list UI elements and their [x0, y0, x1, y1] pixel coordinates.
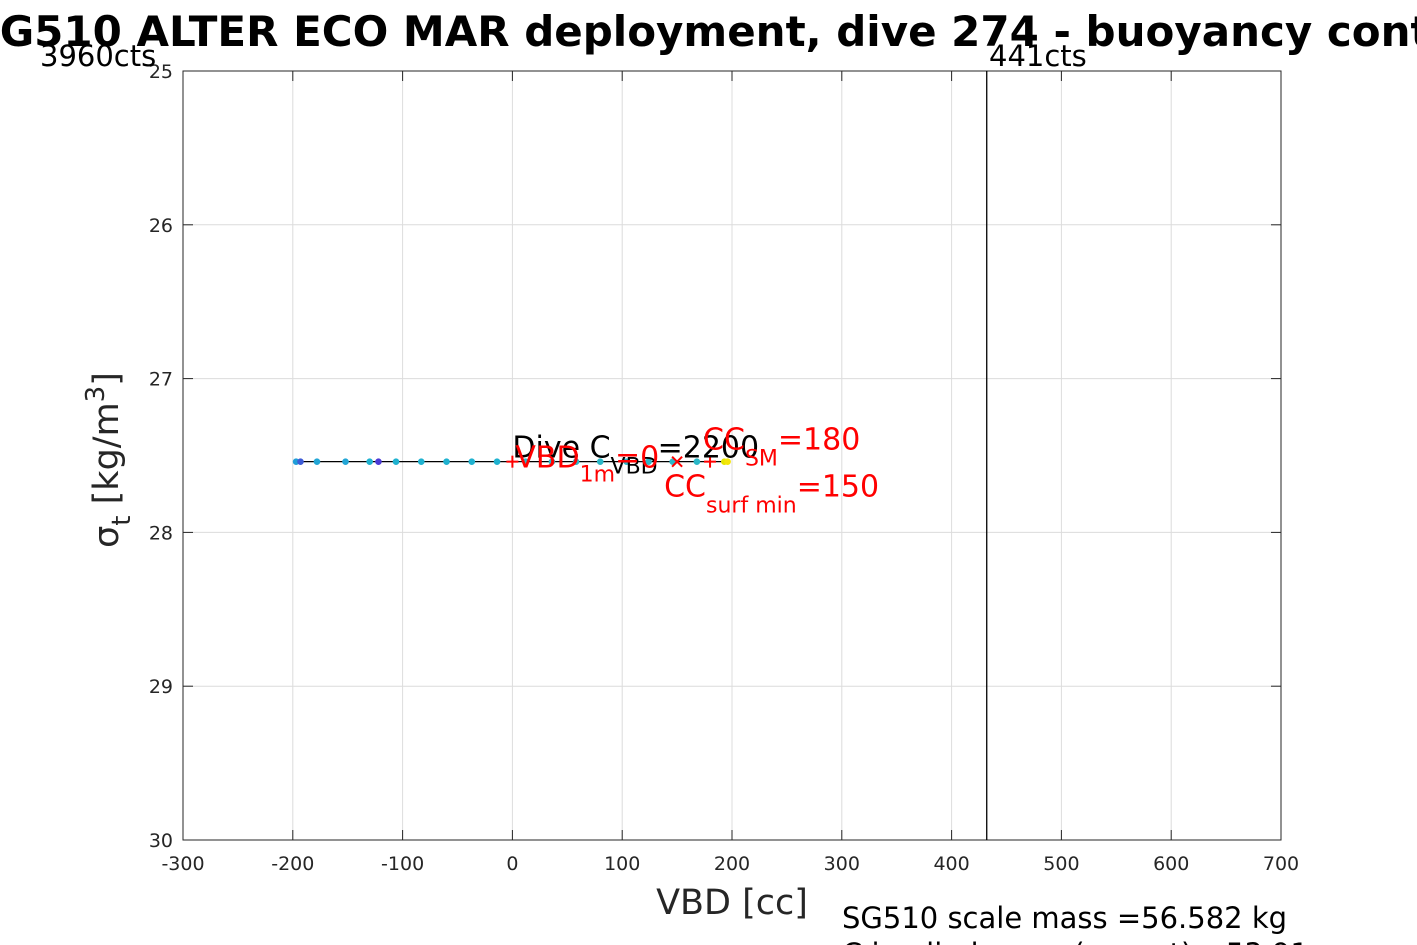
y-tick-label: 29	[149, 676, 173, 698]
y-axis-label-subscript: t	[107, 515, 137, 525]
data-point	[623, 458, 630, 465]
y-axis-ticks: 25 26 27 28 29 30	[149, 61, 1281, 852]
data-point	[392, 458, 400, 465]
data-point	[693, 458, 701, 465]
y-tick-label: 25	[149, 61, 173, 83]
vbd-1m-annotation-value: =0	[615, 441, 659, 476]
data-point	[443, 458, 450, 465]
dive-c-vbd-annotation-main: Dive C	[512, 431, 610, 466]
data-point	[596, 458, 604, 465]
dive-c-vbd-annotation: Dive CVBD=2200	[512, 431, 759, 480]
y-axis-label-unit: [kg/m	[87, 402, 127, 515]
cc-sm-annotation-subscript: SM	[745, 447, 778, 472]
x-axis-label: VBD [cc]	[656, 883, 808, 923]
data-point	[493, 458, 501, 465]
x-tick-label: -200	[271, 853, 314, 875]
data-point	[342, 458, 349, 465]
x-tick-label: 200	[714, 853, 750, 875]
data-point	[548, 458, 556, 465]
y-axis-label-close: ]	[87, 372, 127, 386]
x-tick-label: 700	[1263, 853, 1299, 875]
y-tick-label: 26	[149, 215, 173, 237]
data-point	[468, 458, 476, 465]
y-tick-label: 28	[149, 522, 173, 544]
x-tick-label: 500	[1043, 853, 1079, 875]
y-tick-label: 27	[149, 369, 173, 391]
plot-area: -300 -200 -100 0 100 200 300 400 500 600 700 25262…	[149, 61, 1299, 875]
cc-surf-min-annotation: CCsurf min=150	[664, 470, 879, 519]
footer-scale-mass: SG510 scale mass =56.582 kg	[842, 901, 1287, 935]
cross-marker	[671, 455, 683, 468]
data-point	[645, 458, 652, 465]
y-axis-label-superscript: 3	[81, 386, 111, 403]
reference-markers	[506, 455, 717, 468]
top-left-count-label: 3960cts	[40, 39, 156, 73]
data-point	[417, 458, 425, 465]
x-tick-label: -100	[381, 853, 424, 875]
footer-implied-mass: C implied mass (ascent) =53.91	[842, 937, 1309, 945]
cc-surf-min-annotation-subscript: surf min	[706, 494, 797, 519]
x-tick-label: 100	[604, 853, 640, 875]
data-point	[297, 458, 304, 465]
data-point	[572, 458, 580, 465]
y-tick-label: 30	[149, 830, 173, 852]
plus-marker	[506, 455, 519, 468]
data-point	[724, 458, 731, 465]
x-tick-label: 0	[506, 853, 518, 875]
cc-sm-annotation: CCSM=180	[703, 423, 860, 472]
x-tick-label: 600	[1153, 853, 1189, 875]
vbd-1m-annotation: VBD1m=0	[515, 441, 659, 488]
data-point	[313, 458, 321, 465]
marker-stroke	[671, 455, 683, 468]
vbd-1m-annotation-main: VBD	[515, 441, 579, 476]
x-axis-ticks: -300 -200 -100 0 100 200 300 400 500 600 700	[161, 71, 1299, 875]
y-axis-label: σt [kg/m3]	[81, 372, 137, 548]
dive-c-vbd-annotation-value: =2200	[658, 431, 759, 466]
y-axis-label-symbol: σ	[87, 526, 127, 548]
x-tick-label: 300	[824, 853, 860, 875]
x-tick-label: 400	[933, 853, 969, 875]
cc-sm-annotation-value: =180	[778, 423, 860, 458]
plus-marker	[704, 455, 717, 468]
dive-c-vbd-annotation-subscript: VBD	[611, 455, 658, 480]
x-tick-label: -300	[161, 853, 204, 875]
chart-title: SG510 ALTER ECO MAR deployment, dive 274…	[0, 7, 1417, 56]
cc-surf-min-annotation-main: CC	[664, 470, 706, 505]
data-point	[522, 458, 529, 465]
cc-sm-annotation-main: CC	[703, 423, 745, 458]
vbd-1m-annotation-subscript: 1m	[580, 463, 615, 488]
data-point	[375, 458, 382, 465]
cc-surf-min-annotation-value: =150	[797, 470, 879, 505]
top-right-count-label: 441cts	[989, 39, 1087, 73]
data-points	[292, 458, 731, 465]
data-point	[366, 458, 373, 465]
